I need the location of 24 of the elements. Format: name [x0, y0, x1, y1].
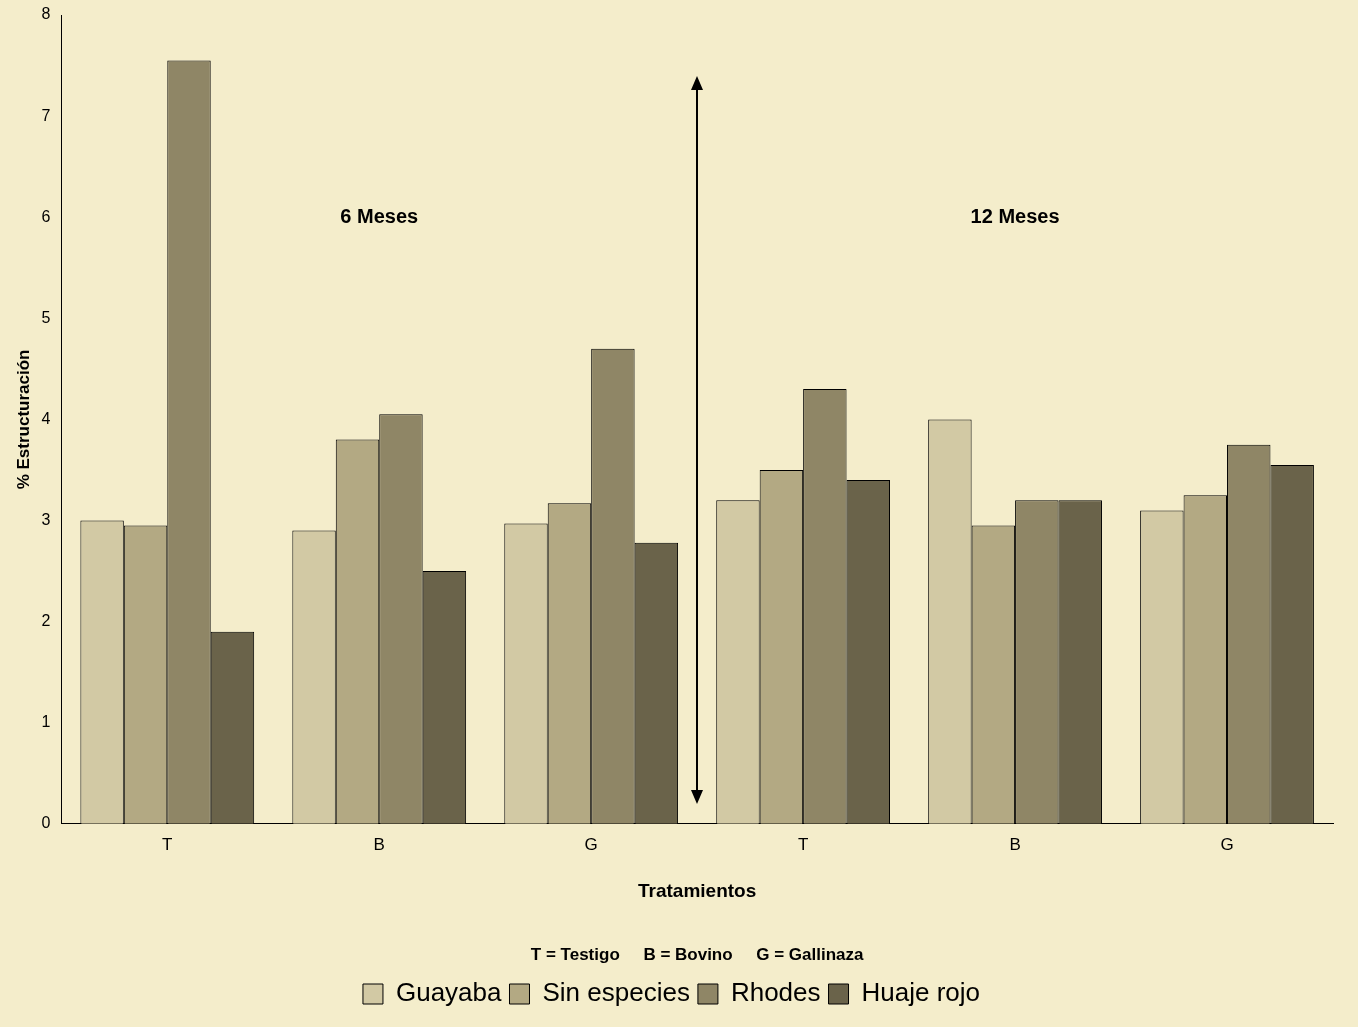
x-tick-label: T [162, 834, 173, 854]
y-tick-label: 8 [41, 5, 51, 23]
legend-label: Guayaba [395, 977, 503, 1008]
y-tick-label: 3 [41, 510, 51, 528]
annotation: 12 Meses [970, 204, 1060, 227]
y-tick-label: 2 [41, 612, 51, 630]
y-axis-title: % Estructuración [13, 349, 33, 490]
x-axis-title: Tratamientos [638, 879, 757, 901]
text: T = Testigo B = Bovino G = Gallinaza [530, 945, 865, 965]
y-tick-label: 1 [41, 713, 51, 731]
x-tick-label: G [1220, 834, 1234, 854]
legend-label: Huaje rojo [861, 977, 981, 1008]
legend-label: Rhodes [730, 977, 821, 1008]
x-tick-label: G [584, 834, 598, 854]
x-tick-label: B [373, 834, 385, 854]
x-tick-label: T [797, 834, 809, 854]
legend-label: Sin especies [542, 977, 690, 1008]
y-tick-label: 5 [41, 308, 51, 326]
y-tick-label: 0 [41, 814, 51, 832]
y-tick-label: 7 [41, 106, 51, 124]
annotation: 6 Meses [340, 204, 419, 227]
x-tick-label: B [1009, 834, 1021, 854]
y-tick-label: 4 [41, 409, 51, 427]
y-tick-label: 6 [41, 207, 51, 225]
